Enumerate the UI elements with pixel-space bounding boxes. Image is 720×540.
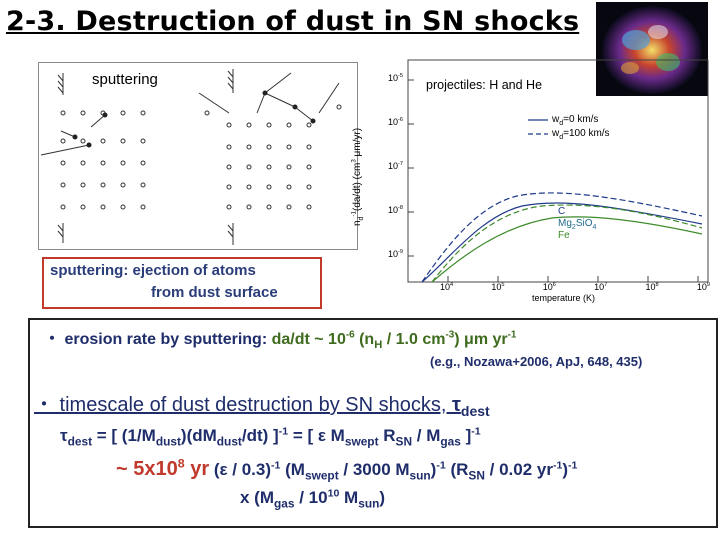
summary-box — [28, 318, 718, 528]
page-title: 2-3. Destruction of dust in SN shocks — [6, 6, 580, 37]
projectiles-annotation: projectiles: H and He — [426, 78, 543, 92]
erosion-reference: (e.g., Nozawa+2006, ApJ, 648, 435) — [430, 354, 643, 369]
plot-ylabel: nd-1(da/dt) (cm3 μm/yr) — [350, 127, 365, 226]
ejection-line-1: sputtering: ejection of atoms — [50, 262, 256, 279]
supernova-image — [596, 2, 708, 96]
erosion-rate-line: ・ erosion rate by sputtering: da/dt ~ 10… — [44, 329, 517, 352]
plot-y-ticks: 10-5 10-6 10-7 10-8 10-9 — [388, 73, 403, 259]
plot-x-ticks: 104 105 106 107 108 109 — [440, 282, 710, 292]
plot-xlabel: temperature (K) — [532, 293, 596, 303]
sputtering-diagram — [38, 62, 358, 250]
tau-dest-equation: τdest = [ (1/Mdust)(dMdust/dt) ]-1 = [ ε… — [60, 425, 481, 449]
sputtering-label: sputtering — [92, 71, 158, 88]
ejection-line-2: from dust surface — [151, 284, 278, 301]
plot-legend-wd: wd=0 km/s wd=100 km/s — [552, 114, 610, 141]
tau-dest-estimate: ~ 5x108 yr (ε / 0.3)-1 (Mswept / 3000 Ms… — [116, 456, 578, 483]
ejection-callout — [42, 257, 322, 309]
plot-legend-species: C Mg2SiO4 Fe — [558, 206, 597, 241]
sputtering-rate-plot: nd-1(da/dt) (cm3 μm/yr) 10-5 10-6 10-7 1… — [350, 56, 712, 304]
timescale-line: ・ timescale of dust destruction by SN sh… — [34, 394, 490, 419]
tau-dest-gas-factor: x (Mgas / 1010 Msun) — [240, 487, 386, 511]
